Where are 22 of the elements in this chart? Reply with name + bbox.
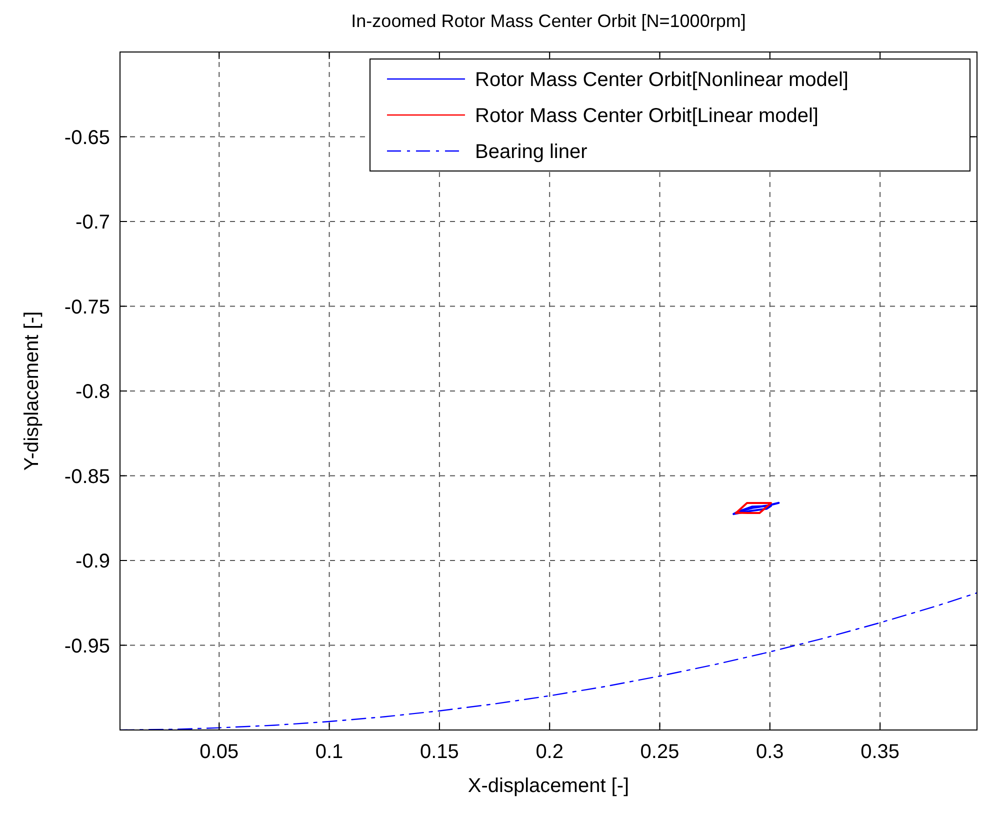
y-tick-label: -0.95 (64, 635, 110, 658)
x-axis-title: X-displacement [-] (468, 775, 630, 797)
y-tick-label: -0.65 (64, 126, 110, 149)
x-tick-label: 0.1 (315, 741, 344, 763)
y-tick-label: -0.9 (76, 550, 110, 572)
legend-label: Rotor Mass Center Orbit[Nonlinear model] (475, 69, 848, 91)
legend-label: Bearing liner (475, 141, 588, 163)
legend-label: Rotor Mass Center Orbit[Linear model] (475, 105, 818, 127)
x-tick-label: 0.05 (200, 741, 239, 763)
x-tick-label: 0.3 (756, 741, 784, 763)
chart-title: In-zoomed Rotor Mass Center Orbit [N=1000rpm] (351, 11, 746, 31)
y-tick-label: -0.8 (76, 381, 110, 403)
y-tick-label: -0.7 (76, 212, 110, 234)
y-tick-label: -0.85 (64, 466, 110, 488)
x-tick-label: 0.15 (420, 741, 459, 763)
x-tick-label: 0.35 (860, 741, 900, 763)
y-axis-title: Y-displacement [-] (21, 311, 43, 471)
line-series (732, 502, 780, 516)
x-tick-label: 0.25 (640, 741, 680, 763)
x-tick-label: 0.2 (536, 741, 564, 763)
y-tick-label: -0.75 (64, 296, 110, 318)
line-series (734, 502, 772, 514)
